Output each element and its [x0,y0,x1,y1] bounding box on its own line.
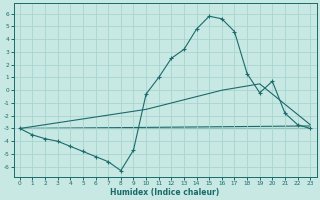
X-axis label: Humidex (Indice chaleur): Humidex (Indice chaleur) [110,188,220,197]
